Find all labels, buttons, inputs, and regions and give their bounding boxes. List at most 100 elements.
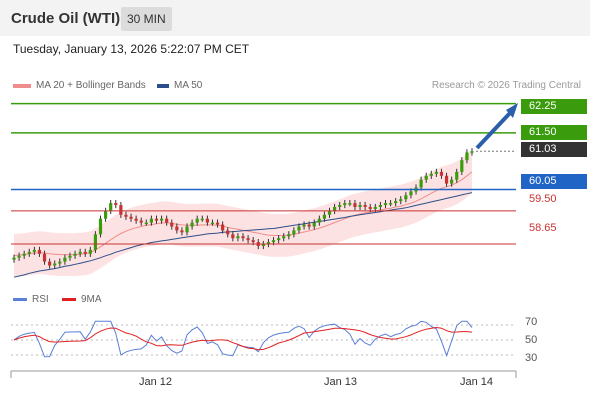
rsi-ma-line bbox=[13, 326, 473, 351]
candle-body bbox=[159, 218, 164, 221]
candle-body bbox=[175, 226, 179, 231]
rsi-tick-70: 70 bbox=[525, 316, 538, 328]
candle-body bbox=[104, 210, 108, 219]
candle-body bbox=[419, 179, 423, 188]
candle-body bbox=[129, 216, 133, 219]
candle-body bbox=[302, 224, 306, 227]
candle-body bbox=[333, 207, 337, 211]
candle-body bbox=[215, 222, 220, 225]
candle-body bbox=[134, 218, 138, 221]
rsi-ma-swatch bbox=[62, 298, 76, 301]
legend-ma50: MA 50 bbox=[157, 80, 202, 91]
candle-body bbox=[271, 240, 276, 243]
candle-body bbox=[317, 218, 321, 223]
candle-body bbox=[338, 205, 342, 207]
rsi-line bbox=[13, 320, 473, 358]
candle-body bbox=[353, 203, 357, 207]
candle-body bbox=[322, 214, 327, 219]
candle-body bbox=[180, 230, 184, 233]
x-label-jan14: Jan 14 bbox=[460, 376, 494, 388]
candle-body bbox=[404, 195, 408, 200]
instrument-title: Crude Oil (WTI) bbox=[11, 10, 121, 27]
candle-body bbox=[409, 191, 413, 196]
candle-body bbox=[114, 203, 118, 206]
candle-body bbox=[221, 224, 225, 231]
candle-body bbox=[170, 222, 174, 227]
x-label-jan12: Jan 12 bbox=[139, 376, 173, 388]
candle-body bbox=[68, 255, 72, 258]
timeframe-button[interactable]: 30 MIN bbox=[121, 7, 172, 31]
candle-body bbox=[470, 151, 474, 153]
candle-body bbox=[231, 234, 235, 239]
candle-body bbox=[378, 205, 382, 207]
candle-body bbox=[210, 222, 215, 225]
candle-body bbox=[144, 222, 148, 225]
candle-body bbox=[88, 249, 92, 254]
rsi-tick-50: 50 bbox=[525, 334, 538, 346]
candle-body bbox=[78, 251, 82, 254]
candle-body bbox=[205, 218, 209, 223]
candle-body bbox=[73, 253, 77, 256]
level-62-25: 62.25 bbox=[521, 99, 587, 114]
ma50-label: MA 50 bbox=[174, 80, 203, 91]
candle-body bbox=[109, 203, 113, 211]
candle-body bbox=[149, 218, 153, 223]
ma50-swatch bbox=[157, 83, 169, 88]
ma20-label: MA 20 + Bollinger Bands bbox=[36, 80, 146, 91]
candle-body bbox=[465, 152, 469, 161]
candle-body bbox=[287, 234, 291, 237]
trend-arrowhead-icon bbox=[506, 103, 518, 118]
rsi-ma-legend: 9MA bbox=[62, 294, 102, 305]
candle-body bbox=[358, 205, 362, 207]
candle-body bbox=[98, 218, 103, 235]
candle-body bbox=[53, 263, 57, 266]
credit-text: Research © 2026 Trading Central bbox=[431, 80, 581, 91]
candle-body bbox=[444, 175, 449, 184]
candle-body bbox=[195, 218, 199, 223]
level-60-05: 60.05 bbox=[521, 174, 587, 189]
candle-body bbox=[348, 203, 352, 205]
candle-body bbox=[17, 255, 21, 258]
x-label-jan13: Jan 13 bbox=[324, 376, 358, 388]
rsi-legend: RSI bbox=[13, 294, 49, 305]
level-59-50: 59.50 bbox=[529, 193, 557, 205]
candle-body bbox=[277, 238, 281, 241]
candle-body bbox=[429, 173, 433, 176]
candle-body bbox=[124, 214, 128, 217]
candle-body bbox=[58, 261, 62, 264]
candle-body bbox=[226, 230, 230, 235]
rsi-ma-label: 9MA bbox=[81, 294, 102, 305]
candle-body bbox=[327, 210, 332, 215]
candle-body bbox=[383, 203, 388, 206]
candle-body bbox=[83, 251, 87, 254]
candle-body bbox=[48, 261, 52, 266]
level-61-50: 61.50 bbox=[521, 125, 587, 140]
candle-body bbox=[434, 171, 438, 174]
candle-body bbox=[343, 203, 347, 206]
candle-body bbox=[460, 160, 464, 172]
header-bar bbox=[0, 0, 590, 36]
candle-body bbox=[154, 218, 159, 221]
level-last-price: 61.03 bbox=[521, 142, 587, 157]
candle-body bbox=[139, 220, 143, 223]
legend-ma20: MA 20 + Bollinger Bands bbox=[13, 80, 146, 91]
timestamp: Tuesday, January 13, 2026 5:22:07 PM CET bbox=[13, 42, 250, 56]
candle-body bbox=[190, 222, 194, 227]
rsi-swatch bbox=[13, 298, 27, 301]
candle-body bbox=[307, 224, 311, 227]
candle-body bbox=[246, 238, 250, 241]
candle-body bbox=[63, 257, 67, 262]
candle-body bbox=[368, 207, 372, 209]
candle-body bbox=[12, 257, 16, 260]
candle-body bbox=[388, 203, 393, 205]
candle-body bbox=[282, 236, 286, 239]
candle-body bbox=[292, 230, 296, 235]
candle-body bbox=[200, 218, 204, 221]
candle-body bbox=[27, 251, 31, 254]
candle-body bbox=[251, 240, 255, 243]
candle-body bbox=[394, 201, 398, 204]
candle-body bbox=[236, 236, 240, 239]
candle-body bbox=[37, 249, 42, 254]
ma20-swatch bbox=[13, 83, 31, 88]
